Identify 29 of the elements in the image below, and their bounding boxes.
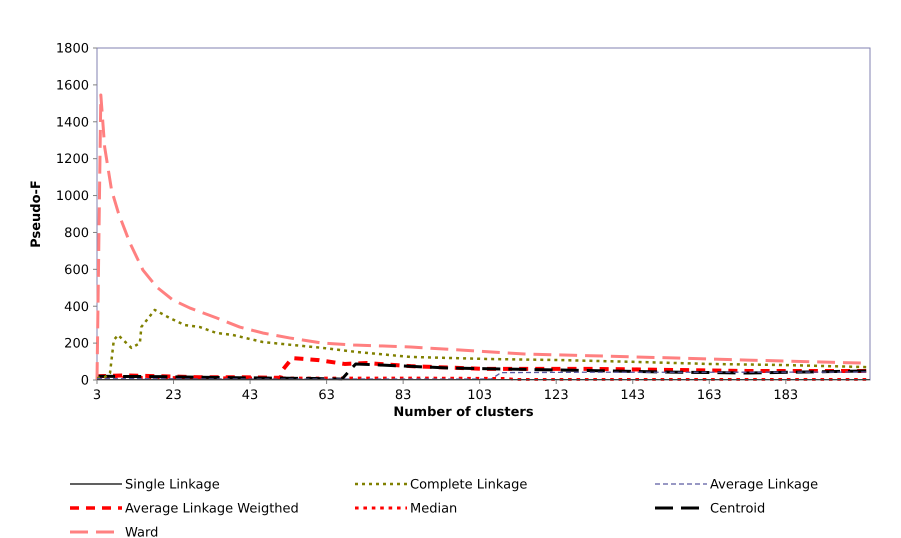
legend-label: Median (410, 502, 458, 517)
legend-label: Average Linkage Weigthed (125, 502, 299, 517)
y-tick-label: 1200 (56, 152, 89, 168)
y-tick-label: 800 (64, 226, 89, 241)
x-tick-label: 23 (165, 388, 182, 403)
y-tick-label: 600 (64, 262, 89, 278)
x-tick-label: 163 (696, 388, 722, 403)
x-axis-title: Number of clusters (393, 405, 534, 420)
x-tick-label: 123 (544, 388, 569, 403)
legend-label: Single Linkage (125, 478, 220, 493)
y-tick-label: 0 (80, 374, 89, 389)
x-tick-label: 143 (620, 388, 646, 403)
y-axis-title: Pseudo-F (29, 180, 44, 248)
y-tick-label: 200 (64, 336, 89, 352)
x-tick-label: 63 (318, 388, 335, 403)
y-tick-label: 400 (64, 300, 89, 315)
y-tick-label: 1400 (56, 115, 89, 130)
y-tick-label: 1800 (56, 42, 89, 57)
legend-label: Complete Linkage (410, 478, 528, 493)
y-tick-label: 1600 (56, 78, 89, 94)
legend-label: Centroid (710, 502, 766, 517)
x-tick-label: 103 (467, 388, 492, 403)
x-tick-label: 83 (394, 388, 412, 403)
x-tick-label: 183 (773, 388, 798, 403)
x-tick-label: 3 (92, 388, 102, 403)
y-tick-label: 1000 (56, 189, 89, 204)
x-tick-label: 43 (242, 388, 258, 403)
legend-label: Average Linkage (710, 478, 818, 493)
legend-label: Ward (125, 526, 158, 538)
